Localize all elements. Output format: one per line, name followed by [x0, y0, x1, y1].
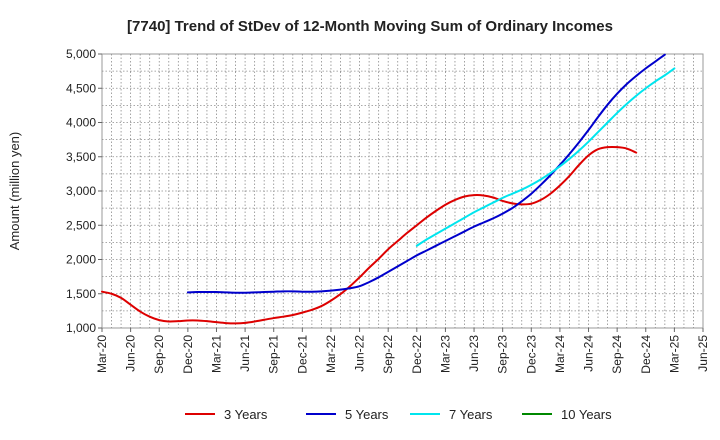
x-tick-label: Dec-20	[181, 335, 195, 374]
x-tick-label: Dec-22	[410, 335, 424, 374]
x-tick-label: Dec-23	[524, 335, 538, 374]
x-tick-label: Jun-20	[124, 335, 138, 372]
series-line-5-years	[186, 53, 666, 294]
chart-title: [7740] Trend of StDev of 12-Month Moving…	[127, 18, 613, 35]
y-tick-label: 2,500	[66, 218, 96, 232]
x-tick-label: Sep-20	[152, 335, 166, 374]
legend-label: 7 Years	[449, 407, 493, 422]
grid	[102, 54, 703, 328]
y-tick-label: 1,500	[66, 287, 96, 301]
y-tick-label: 3,000	[66, 184, 96, 198]
x-tick-label: Mar-20	[95, 335, 109, 373]
y-tick-label: 3,500	[66, 150, 96, 164]
x-tick-label: Sep-23	[496, 335, 510, 374]
x-tick-label: Sep-22	[381, 335, 395, 374]
x-tick-label: Mar-23	[438, 335, 452, 373]
x-tick-label: Jun-23	[467, 335, 481, 372]
series-line-7-years	[415, 67, 676, 247]
x-tick-label: Jun-21	[238, 335, 252, 372]
y-axis-label: Amount (million yen)	[7, 132, 22, 251]
y-tick-label: 1,000	[66, 321, 96, 335]
legend-label: 3 Years	[224, 407, 268, 422]
series-lines	[101, 53, 676, 325]
x-tick-label: Jun-25	[696, 335, 710, 372]
x-tick-label: Mar-21	[209, 335, 223, 373]
y-axis: 1,000 1,500 2,000 2,500 3,000 3,500 4,000 4,500…	[66, 47, 102, 335]
x-tick-label: Jun-22	[353, 335, 367, 372]
x-tick-label: Mar-22	[324, 335, 338, 373]
x-tick-label: Jun-24	[582, 335, 596, 372]
x-tick-label: Mar-25	[667, 335, 681, 373]
y-tick-label: 2,000	[66, 253, 96, 267]
x-tick-label: Dec-24	[639, 335, 653, 374]
y-tick-label: 5,000	[66, 47, 96, 61]
legend-label: 5 Years	[345, 407, 389, 422]
legend-label: 10 Years	[561, 407, 612, 422]
x-tick-label: Sep-24	[610, 335, 624, 374]
x-axis: Mar-20 Jun-20 Sep-20 Dec-20 Mar-21 Jun-21 Sep-…	[95, 328, 710, 374]
x-tick-label: Mar-24	[553, 335, 567, 373]
plot-area	[101, 53, 704, 329]
y-tick-label: 4,500	[66, 81, 96, 95]
series-line-3-years	[101, 145, 638, 325]
y-tick-label: 4,000	[66, 116, 96, 130]
x-tick-label: Sep-21	[267, 335, 281, 374]
legend: 3 Years 5 Years 7 Years 10 Years	[185, 407, 612, 422]
x-tick-label: Dec-21	[295, 335, 309, 374]
